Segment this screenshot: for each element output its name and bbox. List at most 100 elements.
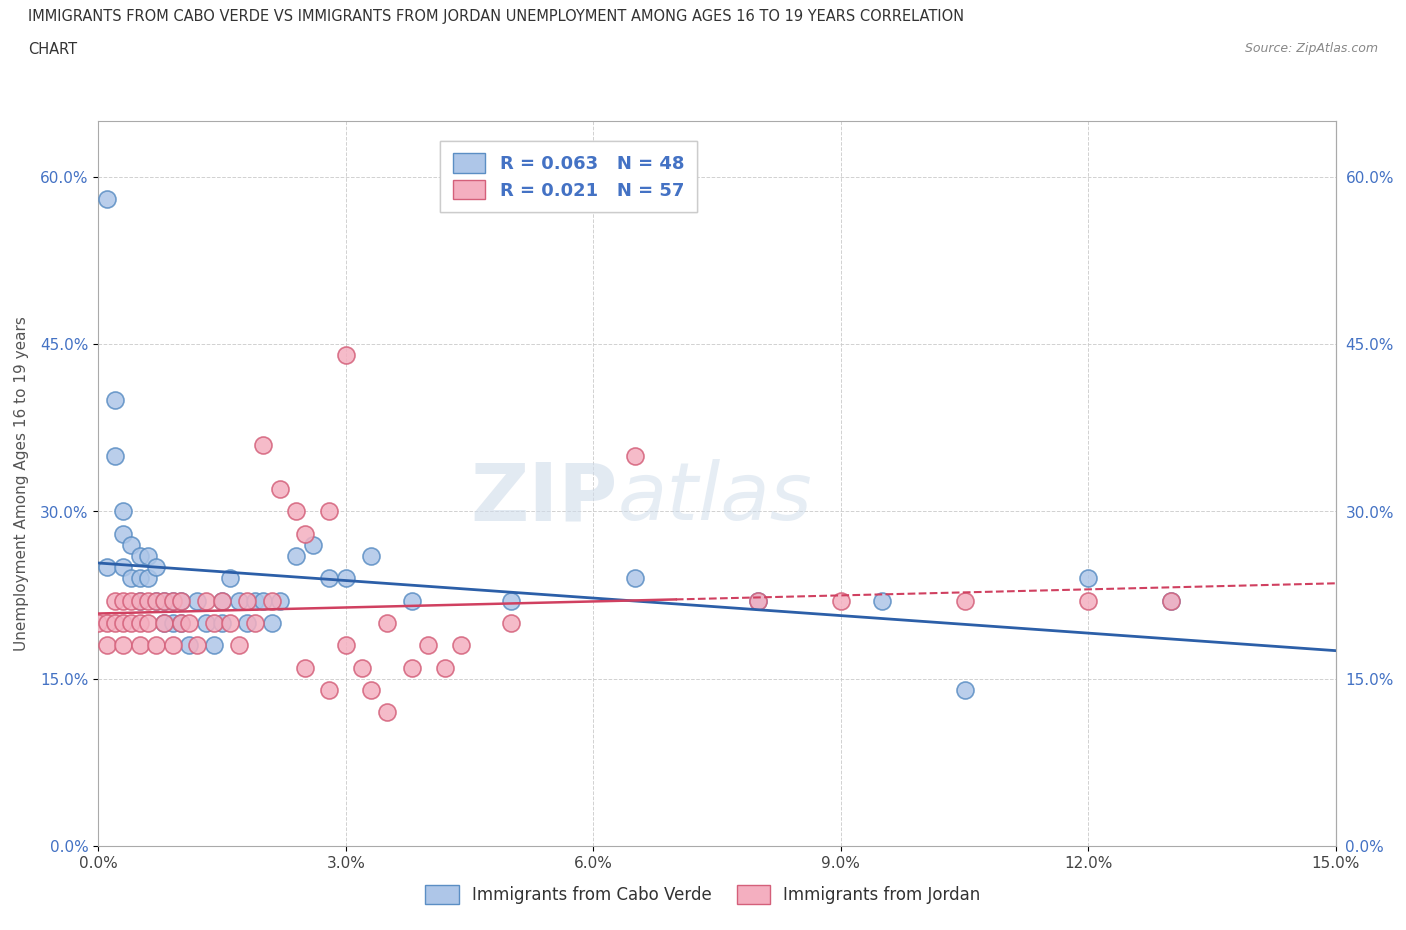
Text: Source: ZipAtlas.com: Source: ZipAtlas.com: [1244, 42, 1378, 55]
Point: [401, 660, 423, 675]
Point: [170, 616, 193, 631]
Point: [128, 549, 150, 564]
Legend: Immigrants from Cabo Verde, Immigrants from Jordan: Immigrants from Cabo Verde, Immigrants f…: [418, 877, 988, 912]
Point: [96, 192, 118, 206]
Point: [285, 504, 308, 519]
Point: [236, 616, 259, 631]
Point: [219, 616, 242, 631]
Point: [96, 638, 118, 653]
Point: [145, 560, 167, 575]
Point: [120, 616, 142, 631]
Point: [179, 616, 201, 631]
Text: IMMIGRANTS FROM CABO VERDE VS IMMIGRANTS FROM JORDAN UNEMPLOYMENT AMONG AGES 16 : IMMIGRANTS FROM CABO VERDE VS IMMIGRANTS…: [28, 9, 965, 24]
Point: [162, 593, 184, 608]
Point: [375, 616, 398, 631]
Point: [243, 616, 266, 631]
Point: [260, 593, 283, 608]
Point: [1160, 593, 1182, 608]
Point: [162, 616, 184, 631]
Point: [260, 616, 283, 631]
Point: [747, 593, 769, 608]
Point: [112, 526, 135, 541]
Point: [153, 616, 176, 631]
Point: [96, 616, 118, 631]
Point: [243, 593, 266, 608]
Point: [302, 538, 325, 552]
Point: [153, 616, 176, 631]
Point: [375, 705, 398, 720]
Point: [104, 616, 127, 631]
Point: [211, 593, 233, 608]
Point: [335, 571, 357, 586]
Point: [318, 504, 340, 519]
Point: [145, 593, 167, 608]
Point: [104, 392, 127, 407]
Point: [96, 560, 118, 575]
Point: [162, 593, 184, 608]
Point: [418, 638, 440, 653]
Point: [401, 593, 423, 608]
Point: [104, 593, 127, 608]
Point: [269, 593, 291, 608]
Point: [499, 593, 522, 608]
Point: [1077, 593, 1099, 608]
Point: [228, 638, 250, 653]
Point: [186, 638, 208, 653]
Point: [211, 593, 233, 608]
Point: [170, 616, 193, 631]
Point: [87, 616, 110, 631]
Point: [335, 348, 357, 363]
Point: [136, 593, 159, 608]
Point: [170, 593, 193, 608]
Point: [953, 593, 976, 608]
Point: [153, 593, 176, 608]
Point: [194, 593, 217, 608]
Point: [360, 549, 382, 564]
Point: [747, 593, 769, 608]
Point: [136, 571, 159, 586]
Point: [128, 593, 150, 608]
Point: [202, 616, 225, 631]
Text: ZIP: ZIP: [471, 459, 619, 538]
Point: [120, 593, 142, 608]
Text: atlas: atlas: [619, 459, 813, 538]
Point: [179, 638, 201, 653]
Point: [211, 616, 233, 631]
Point: [112, 638, 135, 653]
Point: [112, 504, 135, 519]
Point: [1160, 593, 1182, 608]
Point: [269, 482, 291, 497]
Point: [219, 571, 242, 586]
Point: [128, 616, 150, 631]
Point: [318, 683, 340, 698]
Point: [1077, 571, 1099, 586]
Point: [870, 593, 893, 608]
Point: [450, 638, 472, 653]
Point: [186, 593, 208, 608]
Point: [194, 616, 217, 631]
Point: [112, 593, 135, 608]
Point: [136, 549, 159, 564]
Point: [499, 616, 522, 631]
Point: [294, 660, 316, 675]
Point: [170, 593, 193, 608]
Point: [623, 571, 645, 586]
Point: [953, 683, 976, 698]
Point: [120, 571, 142, 586]
Point: [318, 571, 340, 586]
Point: [236, 593, 259, 608]
Point: [153, 593, 176, 608]
Point: [623, 448, 645, 463]
Point: [104, 448, 127, 463]
Point: [128, 638, 150, 653]
Point: [352, 660, 374, 675]
Point: [360, 683, 382, 698]
Point: [112, 560, 135, 575]
Point: [128, 571, 150, 586]
Point: [136, 616, 159, 631]
Point: [145, 638, 167, 653]
Point: [120, 538, 142, 552]
Point: [285, 549, 308, 564]
Point: [294, 526, 316, 541]
Text: CHART: CHART: [28, 42, 77, 57]
